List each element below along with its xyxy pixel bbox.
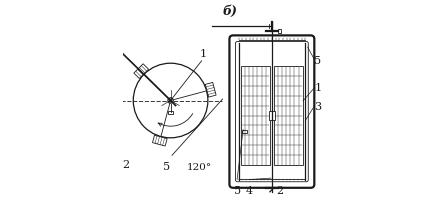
Text: 3: 3 [314, 101, 321, 111]
Text: 120°: 120° [187, 162, 212, 171]
Text: 5: 5 [233, 185, 241, 195]
Text: 1: 1 [199, 49, 207, 59]
Circle shape [168, 98, 173, 104]
Bar [277, 29, 281, 34]
Bar [168, 111, 173, 115]
Polygon shape [152, 136, 167, 146]
Bar [274, 67, 303, 165]
Bar [241, 67, 270, 165]
Polygon shape [205, 83, 216, 98]
Text: б): б) [223, 5, 237, 18]
Text: 4: 4 [246, 185, 253, 195]
Text: 5: 5 [163, 161, 170, 171]
Text: 1: 1 [314, 83, 321, 93]
Text: 2: 2 [123, 159, 130, 169]
Text: 2: 2 [276, 185, 283, 195]
Text: 5: 5 [314, 56, 321, 66]
Bar [242, 130, 246, 133]
Bar [269, 112, 275, 120]
Polygon shape [134, 64, 149, 79]
Circle shape [170, 100, 172, 102]
